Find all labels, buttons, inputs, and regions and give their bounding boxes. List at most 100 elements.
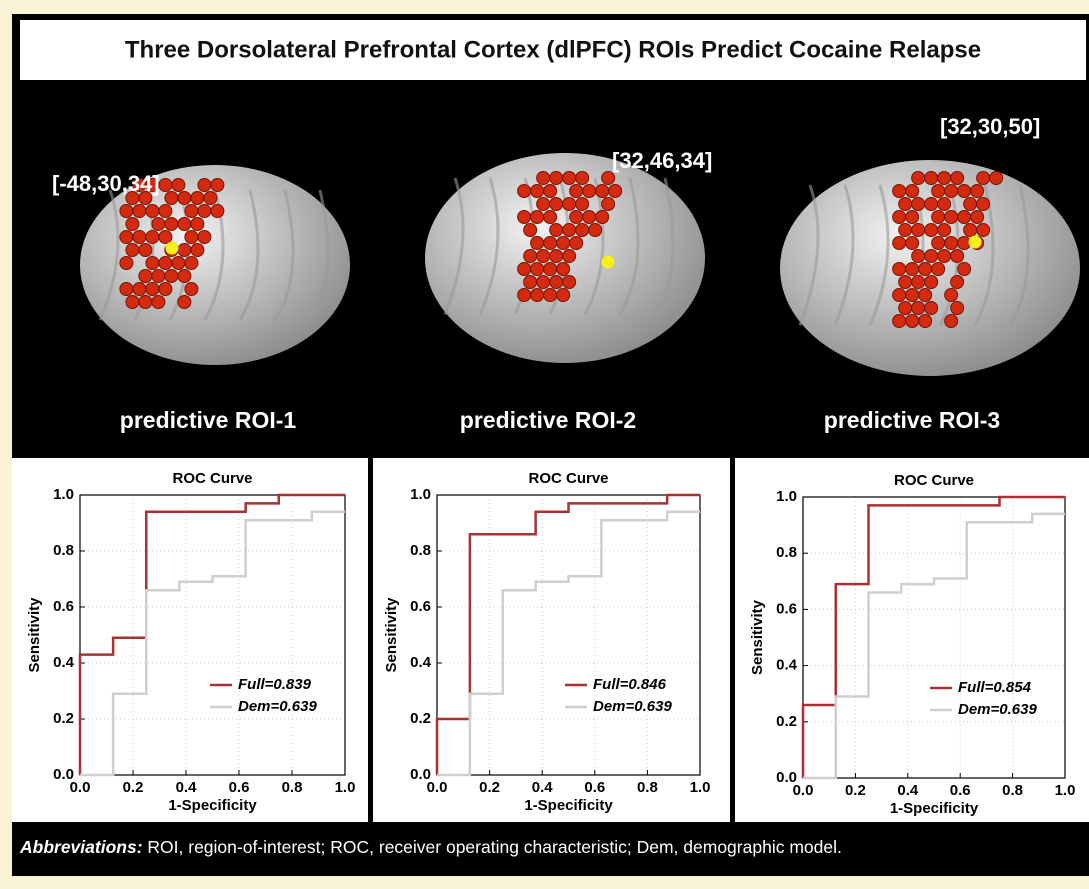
electrode: [570, 211, 583, 224]
electrode: [570, 237, 583, 250]
electrode: [120, 231, 133, 244]
x-tick-label: 0.6: [950, 782, 971, 799]
electrode: [198, 179, 211, 192]
electrode: [152, 296, 165, 309]
electrode: [925, 250, 938, 263]
electrode: [964, 224, 977, 237]
figure-title: Three Dorsolateral Prefrontal Cortex (dl…: [125, 36, 981, 63]
electrode: [557, 237, 570, 250]
y-tick-label: 0.6: [53, 598, 74, 615]
y-tick-label: 0.8: [53, 542, 74, 559]
roi-label: predictive ROI-3: [824, 407, 1000, 433]
electrode: [589, 224, 602, 237]
y-axis-label: Sensitivity: [26, 597, 43, 673]
electrode: [191, 192, 204, 205]
electrode: [938, 198, 951, 211]
y-tick-label: 0.6: [410, 598, 431, 615]
legend-label: Full=0.839: [238, 676, 312, 693]
electrode: [977, 172, 990, 185]
electrode: [139, 296, 152, 309]
electrode: [919, 289, 932, 302]
electrode: [596, 185, 609, 198]
electrode: [906, 211, 919, 224]
x-tick-label: 0.8: [1002, 782, 1023, 799]
electrode: [165, 270, 178, 283]
electrode: [185, 205, 198, 218]
electrode: [576, 172, 589, 185]
electrode: [146, 231, 159, 244]
electrode: [925, 198, 938, 211]
electrode: [550, 198, 563, 211]
electrode: [906, 237, 919, 250]
y-axis-label: Sensitivity: [749, 599, 766, 675]
target-electrode: [166, 242, 179, 255]
y-tick-label: 0.4: [410, 654, 432, 671]
electrode: [126, 296, 139, 309]
electrode: [938, 172, 951, 185]
electrode: [958, 211, 971, 224]
electrode: [544, 263, 557, 276]
electrode: [977, 224, 990, 237]
electrode: [563, 172, 576, 185]
electrode: [912, 276, 925, 289]
electrode: [120, 257, 133, 270]
y-tick-label: 0.4: [776, 657, 798, 674]
electrode: [945, 185, 958, 198]
electrode: [912, 302, 925, 315]
electrode: [925, 172, 938, 185]
electrode: [211, 205, 224, 218]
figure: Three Dorsolateral Prefrontal Cortex (dl…: [0, 0, 1089, 889]
electrode: [570, 185, 583, 198]
electrode: [563, 198, 576, 211]
electrode: [951, 302, 964, 315]
electrode: [165, 218, 178, 231]
electrode: [152, 270, 165, 283]
y-tick-label: 0.8: [410, 542, 431, 559]
chart-title: ROC Curve: [172, 470, 252, 487]
chart-panel: [735, 458, 1089, 822]
x-tick-label: 0.2: [845, 782, 866, 799]
legend-label: Dem=0.639: [238, 698, 317, 715]
x-tick-label: 0.0: [793, 782, 814, 799]
x-tick-label: 0.8: [282, 779, 303, 796]
electrode: [518, 185, 531, 198]
electrode: [893, 315, 906, 328]
electrode: [557, 263, 570, 276]
electrode: [893, 237, 906, 250]
y-tick-label: 0.6: [776, 600, 797, 617]
electrode: [524, 276, 537, 289]
electrode: [531, 211, 544, 224]
electrode: [550, 250, 563, 263]
electrode: [576, 198, 589, 211]
electrode: [165, 192, 178, 205]
electrode: [531, 263, 544, 276]
legend-label: Dem=0.639: [958, 701, 1037, 718]
electrode: [925, 302, 938, 315]
y-tick-label: 1.0: [53, 486, 74, 503]
electrode: [899, 276, 912, 289]
electrode: [893, 289, 906, 302]
x-tick-label: 0.4: [176, 779, 198, 796]
x-axis-label: 1-Specificity: [168, 797, 257, 814]
electrode: [576, 224, 589, 237]
chart-title: ROC Curve: [528, 470, 608, 487]
x-tick-label: 0.0: [70, 779, 91, 796]
x-axis-label: 1-Specificity: [890, 800, 979, 817]
y-tick-label: 0.2: [410, 710, 431, 727]
electrode: [178, 192, 191, 205]
electrode: [951, 172, 964, 185]
x-tick-label: 0.2: [479, 779, 500, 796]
electrode: [550, 172, 563, 185]
electrode: [159, 205, 172, 218]
y-tick-label: 1.0: [410, 486, 431, 503]
electrode: [550, 276, 563, 289]
chart-row: 0.0 0.2 0.4 0.6 0.8 1.0 0.0 0.2 0.4 0.6 0.8 1.0 ROC …: [12, 458, 1089, 822]
electrode: [211, 179, 224, 192]
electrode: [906, 315, 919, 328]
electrode: [146, 205, 159, 218]
electrode: [563, 250, 576, 263]
electrode: [945, 289, 958, 302]
electrode: [893, 185, 906, 198]
electrode: [531, 289, 544, 302]
electrode: [537, 276, 550, 289]
